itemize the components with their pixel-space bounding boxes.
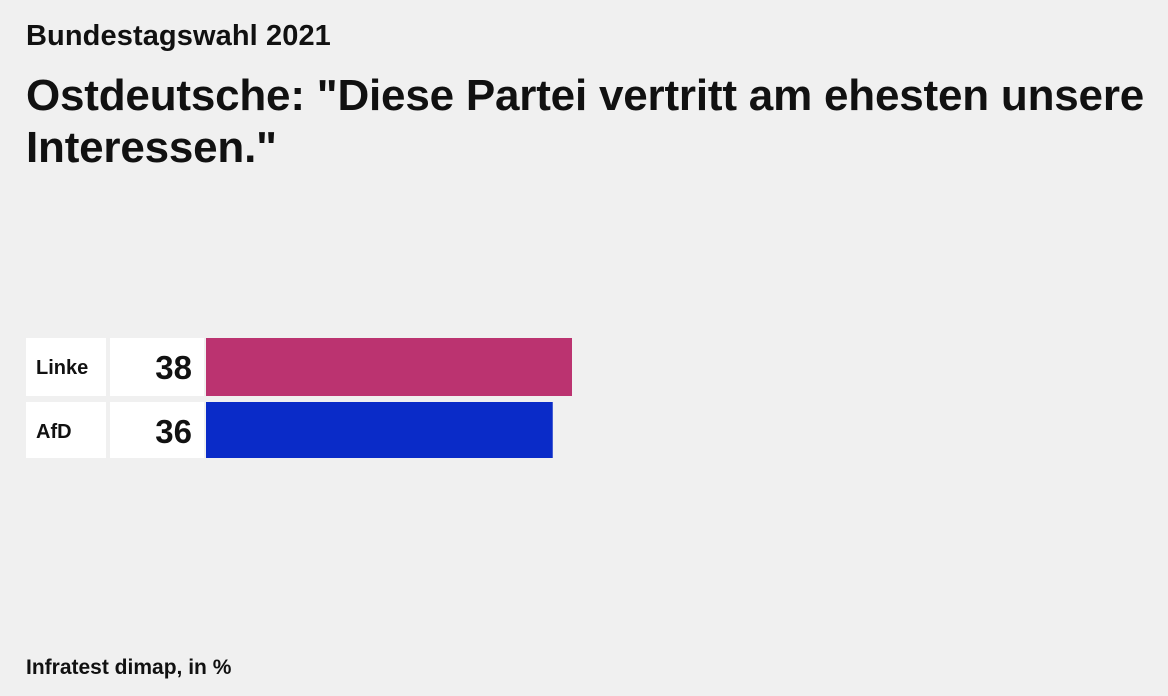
- value-label-cell-afd: [110, 402, 204, 458]
- value-label-linke: 38: [155, 349, 192, 386]
- category-label-linke: Linke: [36, 357, 88, 379]
- bar-afd: [206, 402, 553, 458]
- category-label-cell-afd: [26, 402, 106, 458]
- value-label-cell-linke: [110, 338, 204, 396]
- category-label-afd: AfD: [36, 421, 72, 443]
- category-label-cell-linke: [26, 338, 106, 396]
- bar-chart: Linke 38 AfD 36: [26, 338, 572, 458]
- value-label-afd: 36: [155, 413, 192, 450]
- chart-title: Ostdeutsche: "Diese Partei vertritt am e…: [26, 71, 1145, 172]
- source-note: Infratest dimap, in %: [26, 656, 232, 679]
- bar-linke: [206, 338, 572, 396]
- chart-kicker: Bundestagswahl 2021: [26, 20, 331, 52]
